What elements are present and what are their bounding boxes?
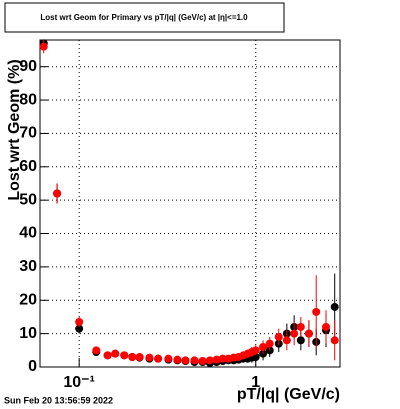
x-tick-label: 1	[251, 374, 260, 391]
data-point	[190, 356, 199, 365]
y-tick-label: 0	[28, 358, 37, 375]
data-point	[53, 189, 62, 198]
data-point	[75, 324, 84, 333]
data-point	[251, 346, 260, 355]
y-tick-label: 90	[19, 58, 37, 75]
y-tick-label: 80	[19, 91, 37, 108]
data-point	[330, 302, 339, 311]
data-point	[128, 352, 137, 361]
title-box	[4, 2, 285, 33]
data-point	[296, 322, 305, 331]
data-point	[75, 317, 84, 326]
y-tick-label: 60	[19, 158, 37, 175]
data-point	[198, 356, 207, 365]
data-point	[312, 307, 321, 316]
data-point	[282, 336, 291, 345]
data-point	[296, 336, 305, 345]
y-tick-label: 10	[19, 325, 37, 342]
data-point	[120, 351, 129, 360]
data-point	[265, 339, 274, 348]
data-point	[181, 356, 190, 365]
data-point	[39, 42, 48, 51]
data-point	[164, 354, 173, 363]
data-point	[274, 332, 283, 341]
data-point	[290, 329, 299, 338]
x-axis-label: pT/|q| (GeV/c)	[237, 386, 340, 403]
x-tick-label: 10⁻¹	[63, 374, 95, 391]
data-point	[145, 353, 154, 362]
data-point	[92, 346, 101, 355]
data-point	[135, 352, 144, 361]
data-point	[304, 329, 313, 338]
data-point	[330, 336, 339, 345]
y-axis-label: Lost wrt Geom (%)	[6, 59, 23, 200]
y-tick-label: 30	[19, 258, 37, 275]
data-point	[103, 351, 112, 360]
y-tick-label: 50	[19, 191, 37, 208]
plot-frame	[39, 39, 341, 368]
data-point	[154, 354, 163, 363]
chart-title: Lost wrt Geom for Primary vs pT/|q| (GeV…	[40, 13, 248, 22]
data-point	[259, 342, 268, 351]
data-point	[173, 355, 182, 364]
y-tick-label: 70	[19, 125, 37, 142]
data-point	[212, 355, 221, 364]
timestamp: Sun Feb 20 13:56:59 2022	[4, 395, 113, 405]
y-tick-label: 20	[19, 291, 37, 308]
data-point	[205, 356, 214, 365]
data-point	[322, 322, 331, 331]
y-tick-label: 40	[19, 225, 37, 242]
data-point	[111, 349, 120, 358]
data-point	[218, 354, 227, 363]
